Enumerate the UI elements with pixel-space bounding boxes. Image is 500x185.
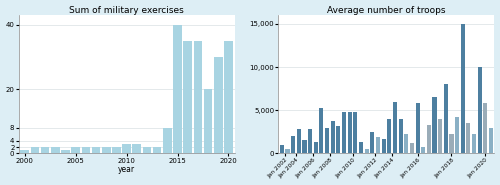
Bar bbox=[478, 67, 482, 153]
Bar bbox=[460, 24, 465, 153]
Bar bbox=[348, 112, 352, 153]
Bar bbox=[455, 117, 459, 153]
Bar bbox=[142, 147, 152, 153]
Bar bbox=[388, 119, 392, 153]
Bar bbox=[297, 129, 301, 153]
Bar bbox=[472, 134, 476, 153]
Bar bbox=[466, 123, 470, 153]
Bar bbox=[320, 108, 324, 153]
Title: Sum of military exercises: Sum of military exercises bbox=[69, 6, 184, 15]
Bar bbox=[370, 132, 374, 153]
Bar bbox=[302, 140, 306, 153]
Bar bbox=[342, 112, 346, 153]
Bar bbox=[194, 41, 202, 153]
Bar bbox=[398, 119, 402, 153]
Bar bbox=[173, 25, 182, 153]
Bar bbox=[354, 112, 358, 153]
Bar bbox=[450, 134, 454, 153]
Bar bbox=[112, 147, 120, 153]
Bar bbox=[122, 144, 131, 153]
Bar bbox=[308, 129, 312, 153]
Bar bbox=[359, 142, 363, 153]
Bar bbox=[404, 134, 408, 153]
Bar bbox=[330, 121, 335, 153]
Title: Average number of troops: Average number of troops bbox=[327, 6, 446, 15]
Bar bbox=[51, 147, 60, 153]
X-axis label: year: year bbox=[118, 165, 135, 174]
Bar bbox=[314, 142, 318, 153]
Bar bbox=[41, 147, 50, 153]
Bar bbox=[280, 145, 284, 153]
Bar bbox=[416, 103, 420, 153]
Bar bbox=[163, 128, 172, 153]
Bar bbox=[224, 41, 233, 153]
Bar bbox=[484, 103, 488, 153]
Bar bbox=[364, 149, 368, 153]
Bar bbox=[153, 147, 162, 153]
Bar bbox=[132, 144, 141, 153]
Bar bbox=[382, 139, 386, 153]
Bar bbox=[61, 150, 70, 153]
Bar bbox=[421, 147, 425, 153]
Bar bbox=[286, 149, 290, 153]
Bar bbox=[291, 136, 295, 153]
Bar bbox=[214, 57, 222, 153]
Bar bbox=[393, 102, 397, 153]
Bar bbox=[376, 137, 380, 153]
Bar bbox=[20, 150, 29, 153]
Bar bbox=[444, 84, 448, 153]
Bar bbox=[30, 147, 39, 153]
Bar bbox=[410, 143, 414, 153]
Bar bbox=[184, 41, 192, 153]
Bar bbox=[432, 97, 436, 153]
Bar bbox=[102, 147, 110, 153]
Bar bbox=[489, 127, 493, 153]
Bar bbox=[92, 147, 100, 153]
Bar bbox=[427, 125, 431, 153]
Bar bbox=[82, 147, 90, 153]
Bar bbox=[336, 126, 340, 153]
Bar bbox=[72, 147, 80, 153]
Bar bbox=[325, 127, 329, 153]
Bar bbox=[204, 89, 212, 153]
Bar bbox=[438, 119, 442, 153]
